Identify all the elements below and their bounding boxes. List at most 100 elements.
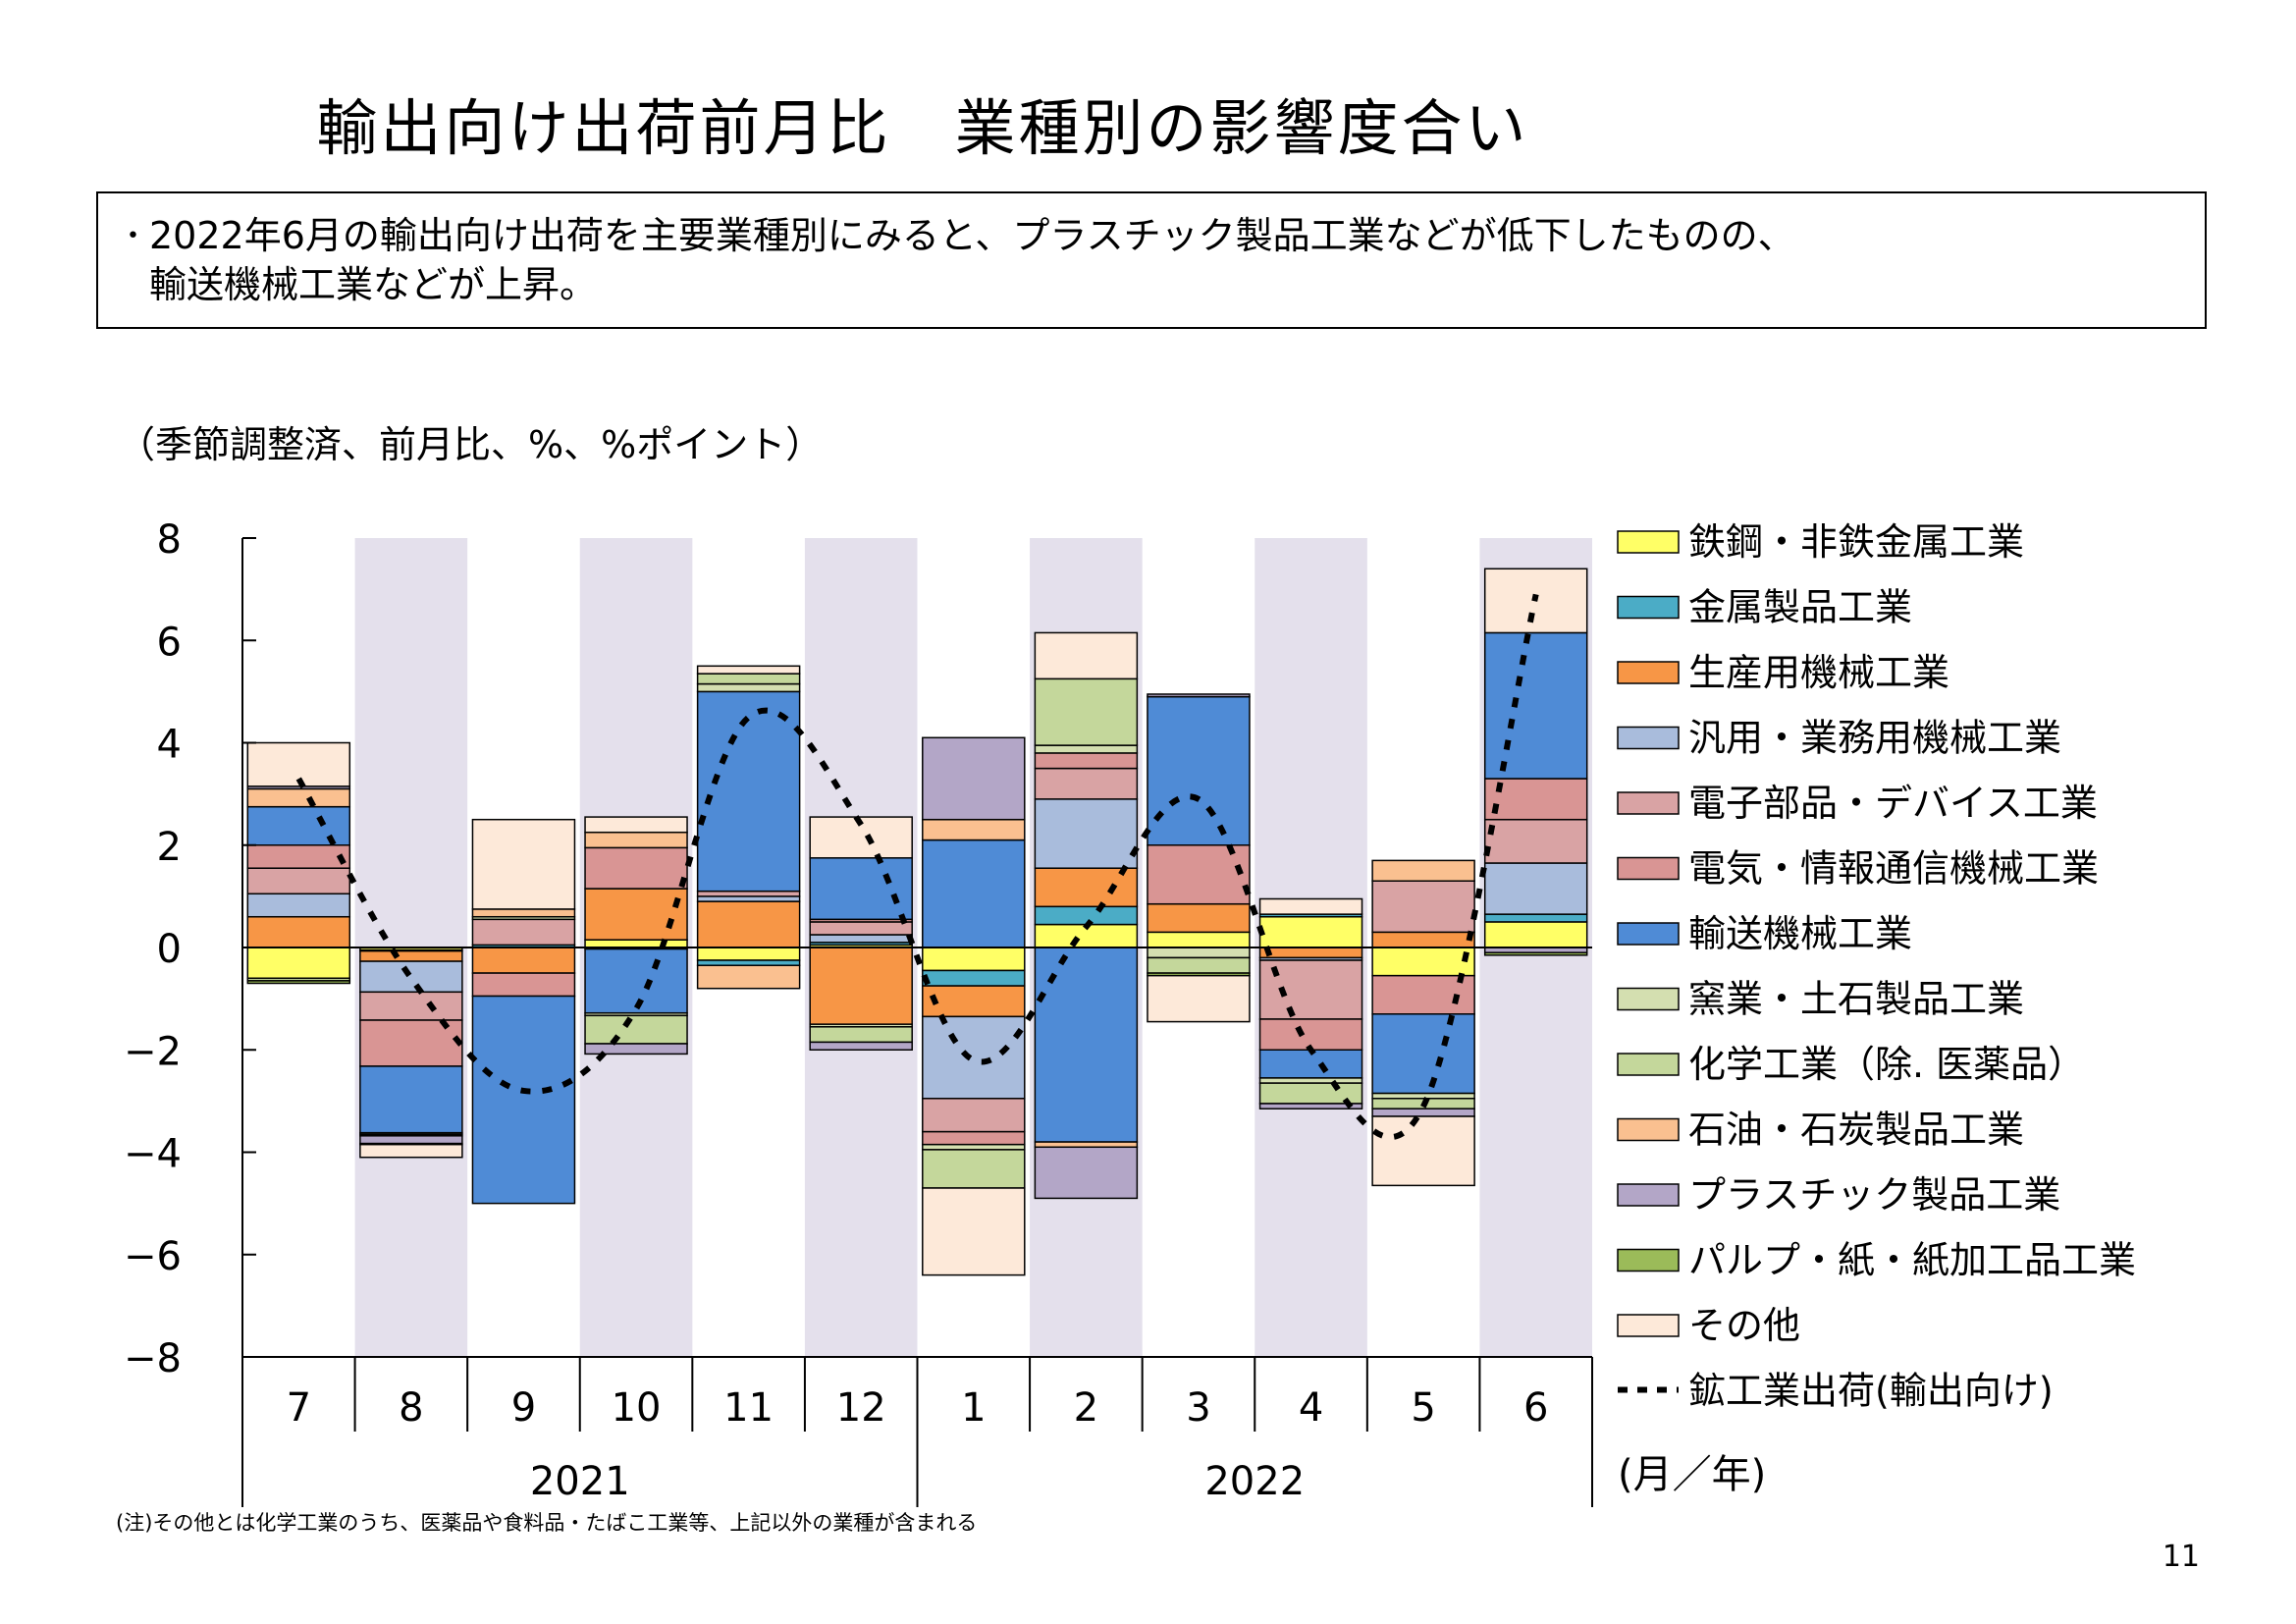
bar-segment: [1483, 913, 1588, 923]
bar-segment: [1034, 905, 1139, 926]
x-tick-label: 5: [1411, 1385, 1435, 1431]
legend-label: 生産用機械工業: [1688, 651, 1949, 694]
bar-segment: [1147, 693, 1251, 698]
bar-segment: [922, 1143, 1026, 1151]
legend-swatch: [1617, 1117, 1680, 1142]
bar-segment: [1258, 1103, 1363, 1110]
y-tick-label: −6: [124, 1234, 182, 1279]
x-tick-label: 8: [399, 1385, 423, 1431]
y-tick-label: 8: [157, 517, 182, 563]
bar-segment: [1034, 867, 1139, 908]
bar-segment: [1371, 1092, 1475, 1100]
bar-segment: [359, 991, 463, 1021]
bar-segment: [584, 1043, 688, 1056]
legend-swatch: [1617, 856, 1680, 881]
summary-bullet: ･: [124, 214, 143, 257]
bar-segment: [246, 915, 351, 948]
bar-segment: [1258, 915, 1363, 948]
bar-segment: [1147, 844, 1251, 905]
bar-segment: [922, 1149, 1026, 1189]
legend-swatch: [1617, 987, 1680, 1011]
legend-label: 鉱工業出荷(輸出向け): [1688, 1370, 2054, 1413]
legend-label: 石油・石炭製品工業: [1688, 1109, 2024, 1152]
bar-segment: [696, 690, 801, 893]
bar-segment: [809, 857, 913, 921]
bar-segment: [584, 1014, 688, 1045]
bar-segment: [922, 736, 1026, 821]
bar-segment: [584, 939, 688, 948]
legend-label: 電子部品・デバイス工業: [1688, 782, 2098, 825]
legend-label: 電気・情報通信機械工業: [1688, 847, 2099, 891]
bar-segment: [696, 665, 801, 675]
bar-segment: [1034, 798, 1139, 869]
x-tick-label: 10: [612, 1385, 662, 1431]
bar-segment: [696, 895, 801, 902]
bar-segment: [584, 846, 688, 890]
bar-segment: [922, 1130, 1026, 1146]
bar-segment: [1147, 956, 1251, 974]
footnote: (注)その他とは化学工業のうち、医薬品や食料品・たばこ工業等、上記以外の業種が含…: [116, 1511, 978, 1535]
legend-swatch: [1617, 1314, 1680, 1337]
bar-segment: [584, 947, 688, 1014]
x-tick-label: 9: [511, 1385, 536, 1431]
bar-segment: [1371, 1013, 1475, 1095]
bar-segment: [359, 960, 463, 994]
bar-segment: [1483, 921, 1588, 948]
bar-segment: [359, 1143, 463, 1159]
bar-segment: [359, 1065, 463, 1134]
y-tick-label: −2: [124, 1029, 182, 1074]
bar-segment: [1483, 631, 1588, 780]
bar-segment: [696, 900, 801, 948]
bar-segment: [1371, 1108, 1475, 1117]
bar-segment: [809, 947, 913, 1025]
legend-label: 化学工業（除. 医薬品）: [1688, 1043, 2085, 1086]
x-tick-label: 6: [1523, 1385, 1548, 1431]
bar-segment: [922, 1187, 1026, 1276]
y-tick-label: 2: [157, 825, 182, 870]
bar-segment: [1371, 931, 1475, 948]
bar-segment: [696, 959, 801, 966]
bar-segment: [1483, 951, 1588, 956]
legend-swatch: [1617, 922, 1680, 946]
bar-segment: [922, 839, 1026, 948]
summary-box: ･ 2022年6月の輸出向け出荷を主要業種別にみると、プラスチック製品工業などが低…: [96, 191, 2207, 329]
units-label: （季節調整済、前月比、%、%ポイント）: [118, 423, 824, 466]
bar-segment: [809, 921, 913, 936]
bar-segment: [1371, 1115, 1475, 1187]
bar-segment: [1034, 767, 1139, 800]
bar-segment: [1034, 631, 1139, 680]
bar-segment: [1483, 818, 1588, 864]
y-tick-label: 4: [157, 723, 182, 768]
bar-segment: [471, 818, 576, 910]
y-tick-label: −4: [124, 1132, 182, 1177]
bar-segment: [584, 888, 688, 941]
bar-segment: [922, 818, 1026, 841]
bar-segment: [809, 934, 913, 944]
x-tick-label: 7: [287, 1385, 311, 1431]
summary-text-1: 2022年6月の輸出向け出荷を主要業種別にみると、プラスチック製品工業などが低下…: [149, 214, 1795, 257]
bar-segment: [1258, 897, 1363, 915]
legend-swatch: [1617, 726, 1680, 750]
bar-segment: [1147, 902, 1251, 934]
bar-segment: [246, 787, 351, 808]
x-tick-label: 11: [723, 1385, 774, 1431]
x-tick-label: 12: [836, 1385, 886, 1431]
bar-segment: [696, 673, 801, 685]
bar-segment: [696, 947, 801, 961]
bar-segment: [584, 831, 688, 849]
bar-segment: [1483, 862, 1588, 915]
bar-segment: [1147, 695, 1251, 846]
y-tick-label: −8: [124, 1336, 182, 1381]
bar-segment: [1371, 859, 1475, 882]
bar-segment: [246, 893, 351, 918]
bar-segment: [809, 1026, 913, 1044]
bar-segment: [696, 890, 801, 897]
page-number: 11: [2162, 1540, 2200, 1574]
y-tick-label: 6: [157, 620, 182, 665]
legend-swatch: [1617, 1248, 1680, 1272]
x-tick-label: 3: [1186, 1385, 1210, 1431]
line-series-shipments: [295, 593, 1539, 1141]
bar-segment: [696, 682, 801, 693]
legend-swatch: [1617, 1053, 1680, 1076]
summary-line-2: 輸送機械工業などが上昇。: [124, 260, 2179, 309]
